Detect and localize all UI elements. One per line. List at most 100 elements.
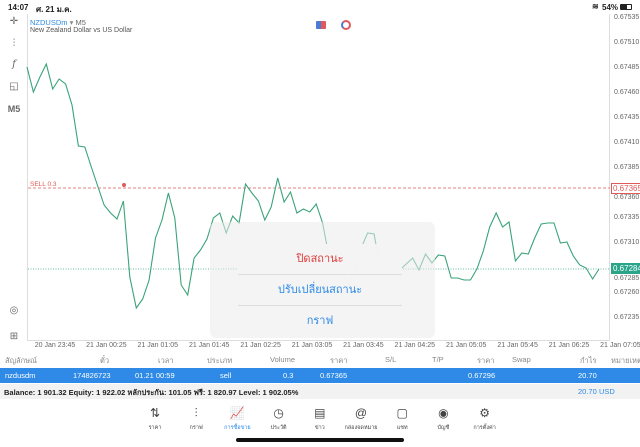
depth-of-market-icon[interactable] xyxy=(341,20,351,30)
nav-icon: ⫶ xyxy=(194,406,198,420)
wifi-icon: ≋ xyxy=(592,2,599,11)
price-tick-label: 0.67335 xyxy=(614,214,640,221)
header-sl: S/L xyxy=(385,355,397,364)
price-tick-label: 0.67260 xyxy=(614,289,640,296)
add-window-icon[interactable]: ⊞ xyxy=(9,331,19,342)
header-current-price: ราคา xyxy=(477,356,495,365)
nav-icon: ◉ xyxy=(438,406,449,420)
nav-icon: ⚙ xyxy=(479,406,490,420)
nav-item[interactable]: ▤ ข่าว xyxy=(300,406,340,432)
nav-item[interactable]: ⇅ ราคา xyxy=(135,406,175,432)
chart-area[interactable]: NZDUSDm ▾ M5 New Zealand Dollar vs US Do… xyxy=(27,14,610,341)
header-volume: Volume xyxy=(270,355,296,364)
time-tick-label: 20 Jan 23:45 xyxy=(34,342,76,349)
price-tick-label: 0.67385 xyxy=(614,164,640,171)
time-tick-label: 21 Jan 05:45 xyxy=(497,342,538,349)
row-volume: 0.3 xyxy=(283,371,294,380)
time-tick-label: 21 Jan 01:05 xyxy=(137,342,179,349)
timeframe-button[interactable]: M5 xyxy=(7,104,21,114)
status-bar: 14:07 ศ. 21 ม.ค. ≋ 54% xyxy=(0,0,640,14)
table-row[interactable]: nzdusdm 174826723 01.21 00:59 sell 0.3 0… xyxy=(0,368,640,383)
chart-symbol[interactable]: NZDUSDm ▾ M5 xyxy=(30,18,86,27)
symbol-description: New Zealand Dollar vs US Dollar xyxy=(30,27,133,34)
header-price: ราคา xyxy=(330,356,348,365)
chart-timeframe: M5 xyxy=(75,18,86,27)
header-swap: Swap xyxy=(512,355,531,364)
nav-item[interactable]: ◷ ประวัติ xyxy=(259,406,299,432)
sell-level-label: SELL 0.3 xyxy=(30,181,57,188)
nav-icon: @ xyxy=(354,406,368,420)
trade-chart-icon[interactable]: ◎ xyxy=(9,305,19,316)
one-click-trading-icon[interactable] xyxy=(316,21,326,29)
time-tick-label: 21 Jan 02:25 xyxy=(240,342,281,349)
current-price-tag: 0.67284 xyxy=(611,263,640,274)
row-time: 01.21 00:59 xyxy=(135,371,175,380)
nav-label: บัญชี xyxy=(437,425,450,431)
price-tick-label: 0.67435 xyxy=(614,114,640,121)
status-time: 14:07 xyxy=(8,3,29,12)
balance-bar: Balance: 1 901.32 Equity: 1 922.02 หลักป… xyxy=(0,384,640,399)
close-position-button[interactable]: ปิดสถานะ xyxy=(238,244,402,275)
nav-label: ข่าว xyxy=(314,425,325,431)
header-type: ประเภท xyxy=(207,356,233,365)
trade-table-header: สัญลักษณ์ ตั๋ว เวลา ประเภท Volume ราคา S… xyxy=(0,351,640,367)
chart-button[interactable]: กราฟ xyxy=(306,315,334,327)
price-tick-label: 0.67535 xyxy=(614,14,640,21)
sell-price-tag: 0.67365 xyxy=(611,183,640,194)
battery-percent: 54% xyxy=(602,3,619,12)
time-tick-label: 21 Jan 04:25 xyxy=(394,342,436,349)
nav-item[interactable]: ⚙ การตั้งค่า xyxy=(465,406,505,432)
price-tick-label: 0.67410 xyxy=(614,139,640,146)
time-tick-label: 21 Jan 07:05 xyxy=(600,342,640,349)
price-tick-label: 0.67460 xyxy=(614,89,640,96)
price-line xyxy=(26,62,600,310)
sell-entry-marker xyxy=(122,183,126,187)
nav-item[interactable]: ◉ บัญชี xyxy=(423,406,463,432)
nav-icon: ▢ xyxy=(396,406,408,420)
time-tick-label: 21 Jan 05:05 xyxy=(445,342,487,349)
header-ticket: ตั๋ว xyxy=(100,356,110,365)
indicators-icon[interactable]: f xyxy=(12,59,16,70)
row-price: 0.67296 xyxy=(468,371,496,380)
nav-item[interactable]: ⫶ กราฟ xyxy=(176,406,216,432)
time-tick-label: 21 Jan 03:45 xyxy=(343,342,384,349)
modify-position-button[interactable]: ปรับเปลี่ยนสถานะ xyxy=(238,275,402,306)
header-symbol: สัญลักษณ์ xyxy=(5,356,38,365)
time-tick-label: 21 Jan 03:05 xyxy=(291,342,333,349)
row-profit: 20.70 xyxy=(578,371,597,380)
home-indicator xyxy=(236,438,404,442)
price-tick-label: 0.67360 xyxy=(614,194,640,201)
row-type: sell xyxy=(220,371,232,380)
row-open-price: 0.67365 xyxy=(320,371,348,380)
crosshair-icon[interactable]: ✛ xyxy=(9,16,19,27)
header-time: เวลา xyxy=(158,356,174,365)
balance-text: Balance: 1 901.32 Equity: 1 922.02 หลักป… xyxy=(4,388,299,397)
nav-label: แชท xyxy=(396,425,408,431)
header-profit: กำไร xyxy=(580,356,597,365)
nav-item[interactable]: @ กล่องจดหมาย xyxy=(341,406,381,432)
currency: USD xyxy=(599,387,615,396)
nav-item[interactable]: ▢ แชท xyxy=(382,406,422,432)
nav-icon: ⇅ xyxy=(149,406,161,420)
nav-label: การตั้งค่า xyxy=(473,425,496,431)
status-date: ศ. 21 ม.ค. xyxy=(36,5,72,14)
nav-icon: ◷ xyxy=(273,406,284,420)
nav-label: การซื้อขาย xyxy=(224,425,251,431)
row-ticket: 174826723 xyxy=(73,371,111,380)
time-tick-label: 21 Jan 01:45 xyxy=(188,342,230,349)
header-comment: หมายเหตุ xyxy=(611,356,640,365)
symbol-name: NZDUSDm xyxy=(30,18,68,27)
nav-icon: 📈 xyxy=(229,406,245,420)
nav-label: ราคา xyxy=(148,425,162,431)
nav-item[interactable]: 📈 การซื้อขาย xyxy=(217,406,257,432)
chart-type-icon[interactable]: ⫶ xyxy=(12,38,16,49)
price-tick-label: 0.67485 xyxy=(614,64,640,71)
header-tp: T/P xyxy=(432,355,444,364)
nav-label: ประวัติ xyxy=(270,425,287,431)
nav-label: กล่องจดหมาย xyxy=(344,425,378,431)
time-tick-label: 21 Jan 06:25 xyxy=(548,342,590,349)
objects-icon[interactable]: ◱ xyxy=(9,81,19,92)
price-tick-label: 0.67285 xyxy=(614,275,640,282)
battery-icon xyxy=(620,4,632,10)
total-profit: 20.70 xyxy=(578,387,597,396)
